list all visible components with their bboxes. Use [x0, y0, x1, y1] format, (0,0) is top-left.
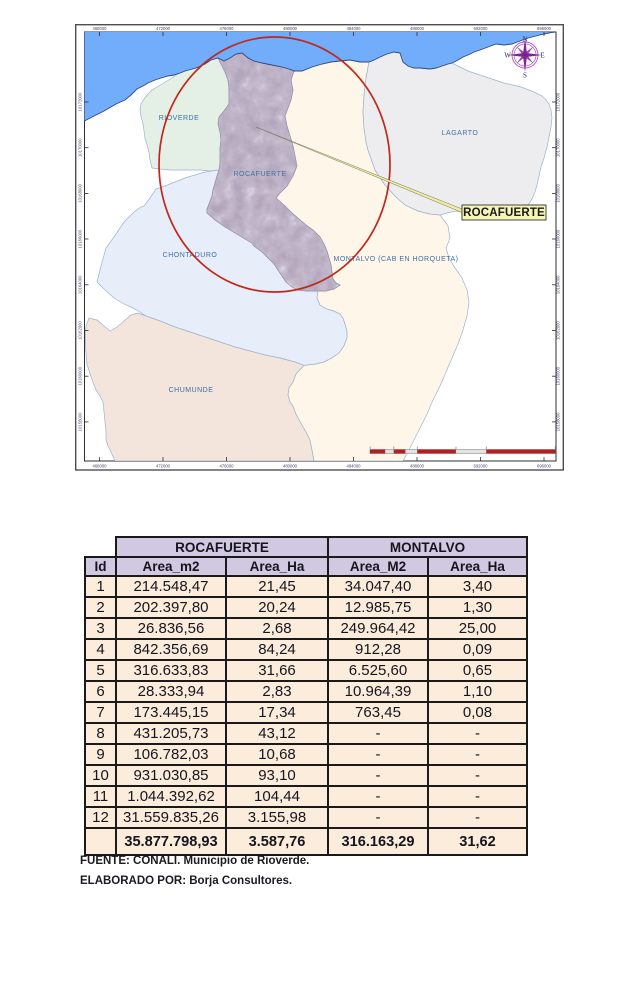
svg-text:LAGARTO: LAGARTO: [442, 130, 479, 137]
svg-text:10158000: 10158000: [78, 412, 83, 431]
svg-text:10172000: 10172000: [78, 92, 83, 111]
svg-text:MONTALVO (CAB EN HORQUETA): MONTALVO (CAB EN HORQUETA): [333, 256, 458, 263]
svg-text:480000: 480000: [283, 26, 298, 31]
svg-text:10170000: 10170000: [78, 138, 83, 157]
svg-text:10170000: 10170000: [556, 138, 561, 157]
svg-text:10168000: 10168000: [556, 183, 561, 202]
svg-text:472000: 472000: [156, 464, 171, 469]
svg-text:476000: 476000: [220, 464, 235, 469]
svg-text:10168000: 10168000: [78, 183, 83, 202]
svg-text:W: W: [504, 52, 511, 60]
svg-text:CHUMUNDE: CHUMUNDE: [169, 387, 214, 394]
svg-text:E: E: [540, 52, 544, 60]
svg-text:476000: 476000: [220, 26, 235, 31]
svg-text:10162000: 10162000: [556, 321, 561, 340]
svg-text:10164000: 10164000: [78, 275, 83, 294]
svg-text:ROCAFUERTE: ROCAFUERTE: [463, 207, 545, 219]
svg-text:10166000: 10166000: [556, 229, 561, 248]
svg-text:480000: 480000: [283, 464, 298, 469]
svg-text:692000: 692000: [474, 26, 489, 31]
svg-text:696000: 696000: [537, 464, 552, 469]
svg-text:CHONTADURO: CHONTADURO: [163, 252, 218, 259]
svg-text:10172000: 10172000: [556, 92, 561, 111]
svg-text:488000: 488000: [410, 26, 425, 31]
svg-text:484000: 484000: [347, 464, 362, 469]
svg-text:ROCAFUERTE: ROCAFUERTE: [233, 171, 286, 178]
svg-text:10162000: 10162000: [78, 321, 83, 340]
svg-text:468000: 468000: [93, 464, 108, 469]
svg-text:S: S: [523, 72, 527, 80]
svg-text:488000: 488000: [410, 464, 425, 469]
svg-text:468000: 468000: [93, 26, 108, 31]
svg-text:696000: 696000: [537, 26, 552, 31]
svg-text:N: N: [522, 36, 527, 44]
svg-text:10166000: 10166000: [78, 229, 83, 248]
svg-text:10160000: 10160000: [556, 366, 561, 385]
svg-text:484000: 484000: [347, 26, 362, 31]
svg-text:10158000: 10158000: [556, 412, 561, 431]
svg-text:10160000: 10160000: [78, 366, 83, 385]
svg-text:472000: 472000: [156, 26, 171, 31]
svg-text:RIOVERDE: RIOVERDE: [159, 115, 200, 122]
svg-text:692000: 692000: [474, 464, 489, 469]
svg-text:10164000: 10164000: [556, 275, 561, 294]
